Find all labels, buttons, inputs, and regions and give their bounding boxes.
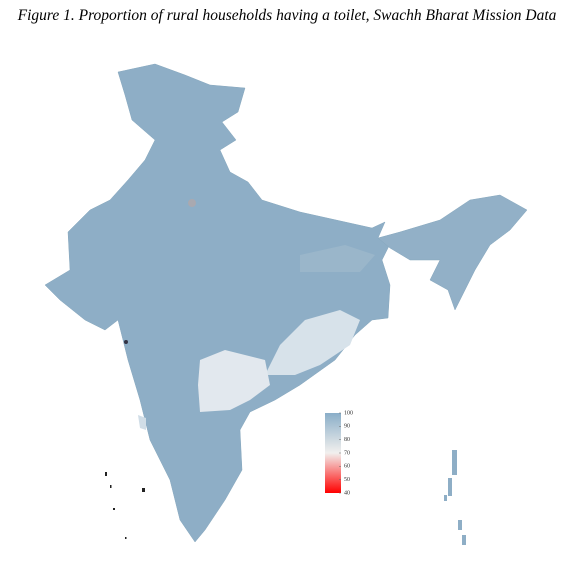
colorbar-tick-label: 60 <box>344 464 350 470</box>
bihar-region <box>300 245 375 272</box>
delhi-region <box>188 199 196 207</box>
goa-region <box>138 415 146 430</box>
colorbar-tick-label: 40 <box>344 490 350 496</box>
india-map <box>44 63 528 545</box>
colorbar-tick-label: 50 <box>344 477 350 483</box>
colorbar <box>325 413 341 493</box>
telangana-region <box>198 350 270 412</box>
mumbai-region <box>124 340 128 344</box>
andaman-islands <box>444 450 466 545</box>
colorbar-tick-label: 90 <box>344 424 350 430</box>
northeast <box>377 194 528 311</box>
legend: 100 90 80 70 60 50 40 <box>339 410 353 496</box>
colorbar-tick-label: 100 <box>344 410 353 416</box>
figure-title: Figure 1. Proportion of rural households… <box>17 7 557 24</box>
islands <box>105 472 145 539</box>
mainland <box>44 63 391 543</box>
colorbar-tick-label: 70 <box>344 450 350 456</box>
colorbar-tick-label: 80 <box>344 437 350 443</box>
odisha-region <box>265 310 360 375</box>
